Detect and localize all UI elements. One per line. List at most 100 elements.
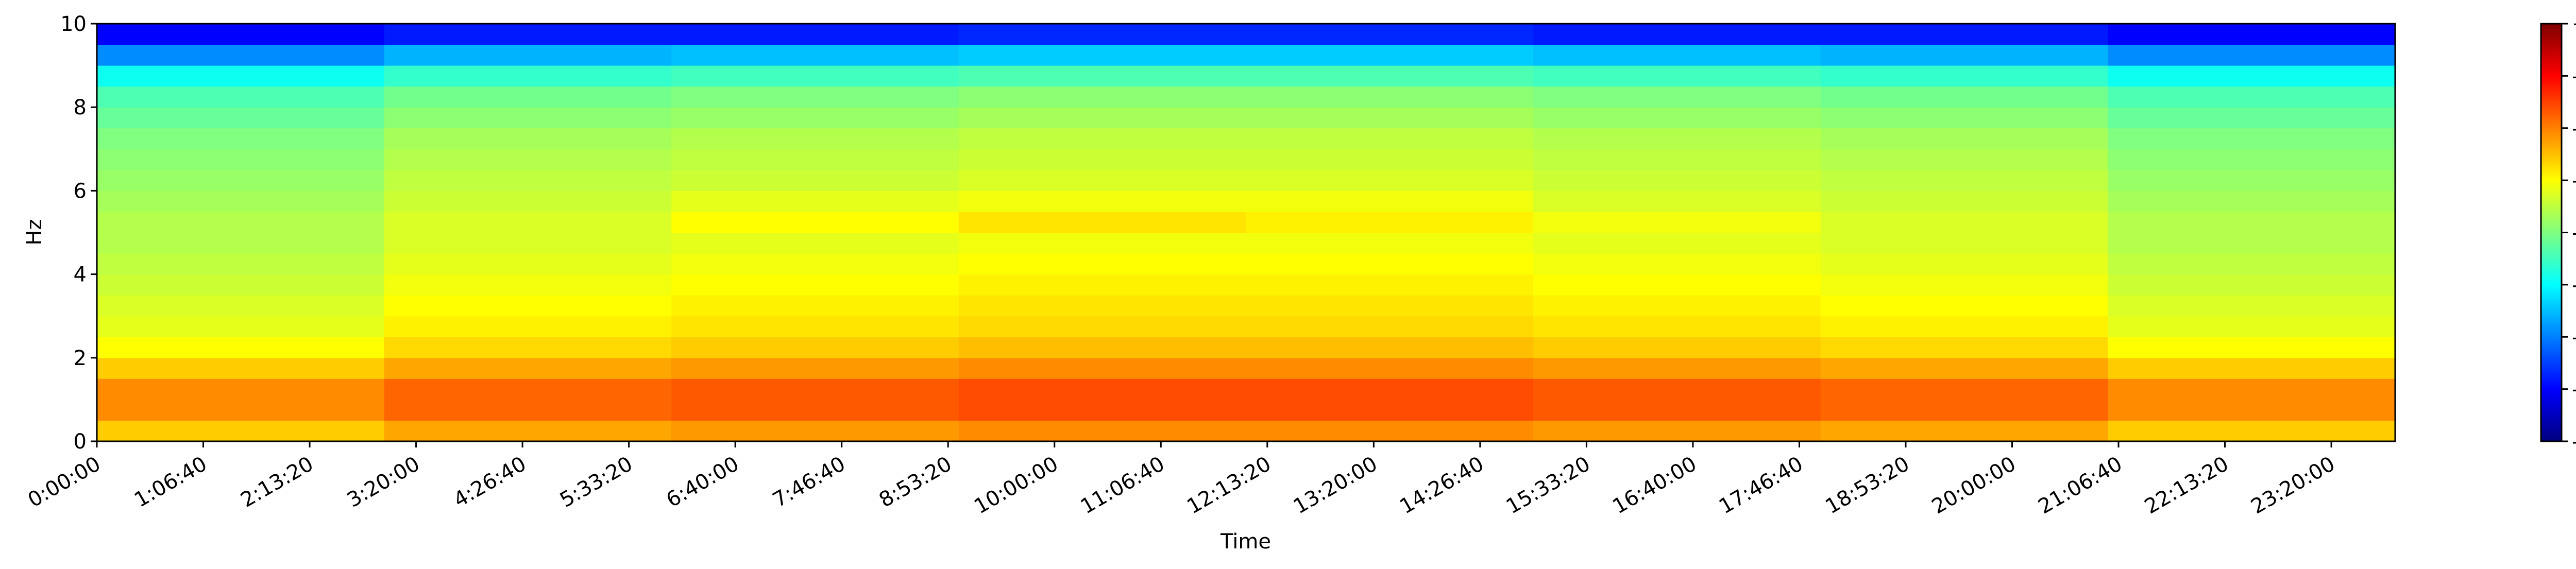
heatmap-cell: [384, 253, 672, 275]
heatmap-cell: [1820, 211, 2108, 233]
heatmap-cell: [97, 169, 385, 191]
heatmap-cell: [384, 232, 672, 254]
heatmap-cell: [1246, 232, 1534, 254]
heatmap-cell: [2108, 169, 2396, 191]
heatmap-cell: [1246, 357, 1534, 379]
x-tick-label: 5:33:20: [556, 452, 637, 512]
heatmap-cell: [671, 169, 959, 191]
heatmap-cell: [671, 86, 959, 108]
heatmap-cell: [1820, 274, 2108, 296]
heatmap-cell: [2108, 295, 2396, 317]
heatmap-cell: [958, 295, 1246, 317]
y-tick-label: 6: [74, 179, 87, 203]
x-tick-label: 7:46:40: [769, 452, 850, 512]
heatmap-cell: [384, 44, 672, 66]
heatmap-cell: [958, 399, 1246, 421]
heatmap-cell: [958, 128, 1246, 149]
heatmap-cell: [671, 191, 959, 212]
heatmap-cell: [1820, 128, 2108, 149]
x-tick-label: 12:13:20: [1183, 452, 1275, 519]
y-axis-label: Hz: [23, 219, 46, 245]
heatmap-cell: [1820, 65, 2108, 87]
x-tick-label: 17:46:40: [1715, 452, 1807, 519]
heatmap-cell: [671, 24, 959, 45]
heatmap-cell: [384, 65, 672, 87]
heatmap-cell: [958, 232, 1246, 254]
heatmap-cell: [958, 169, 1246, 191]
x-tick-label: 0:00:00: [24, 452, 105, 512]
heatmap-cell: [1246, 149, 1534, 170]
heatmap-cell: [1533, 378, 1821, 400]
heatmap-cell: [384, 211, 672, 233]
heatmap-cell: [671, 232, 959, 254]
heatmap-cell: [1246, 128, 1534, 149]
colorbar-tick-label: -10 dB: [2572, 64, 2576, 88]
heatmap-cell: [1533, 274, 1821, 296]
heatmap-cell: [97, 211, 385, 233]
heatmap: [97, 24, 2396, 442]
heatmap-cell: [2108, 399, 2396, 421]
heatmap-cell: [671, 107, 959, 129]
heatmap-cell: [1533, 295, 1821, 317]
heatmap-cell: [1533, 24, 1821, 45]
heatmap-cell: [2108, 337, 2396, 358]
heatmap-cell: [1820, 316, 2108, 337]
heatmap-cell: [671, 65, 959, 87]
heatmap-cell: [671, 357, 959, 379]
heatmap-cell: [1246, 169, 1534, 191]
heatmap-cell: [1246, 337, 1534, 358]
heatmap-cell: [1533, 44, 1821, 66]
heatmap-cell: [1820, 169, 2108, 191]
heatmap-cell: [1820, 378, 2108, 400]
heatmap-cell: [1820, 24, 2108, 45]
y-tick-label: 4: [74, 263, 87, 287]
colorbar: [2540, 23, 2563, 442]
heatmap-cell: [1820, 337, 2108, 358]
heatmap-cell: [384, 316, 672, 337]
heatmap-cell: [2108, 253, 2396, 275]
heatmap-cell: [1820, 420, 2108, 442]
x-tick-label: 16:40:00: [1608, 452, 1701, 519]
heatmap-cell: [384, 169, 672, 191]
heatmap-cell: [97, 191, 385, 212]
heatmap-cell: [958, 44, 1246, 66]
heatmap-cell: [671, 337, 959, 358]
heatmap-cell: [2108, 44, 2396, 66]
x-tick-label: 23:20:00: [2247, 452, 2339, 519]
heatmap-cell: [2108, 191, 2396, 212]
heatmap-cell: [1533, 357, 1821, 379]
heatmap-cell: [1246, 253, 1534, 275]
heatmap-cell: [1820, 399, 2108, 421]
heatmap-cell: [384, 107, 672, 129]
x-tick-label: 3:20:00: [343, 452, 424, 512]
heatmap-cell: [958, 191, 1246, 212]
heatmap-cell: [2108, 232, 2396, 254]
heatmap-cell: [958, 420, 1246, 442]
heatmap-cell: [671, 44, 959, 66]
heatmap-cell: [1246, 211, 1534, 233]
heatmap-cell: [1533, 211, 1821, 233]
x-tick-label: 21:06:40: [2034, 452, 2126, 519]
x-tick-label: 22:13:20: [2141, 452, 2233, 519]
x-tick-label: 15:33:20: [1502, 452, 1595, 519]
heatmap-cell: [384, 295, 672, 317]
heatmap-cell: [2108, 65, 2396, 87]
x-axis-label: Time: [1220, 530, 1271, 554]
heatmap-cell: [671, 295, 959, 317]
heatmap-cell: [958, 211, 1246, 233]
heatmap-cell: [384, 191, 672, 212]
heatmap-cell: [671, 378, 959, 400]
colorbar-tick-label: -40 dB: [2572, 221, 2576, 245]
x-tick-label: 1:06:40: [130, 452, 211, 512]
heatmap-cell: [1533, 169, 1821, 191]
heatmap-cell: [958, 65, 1246, 87]
heatmap-cell: [384, 420, 672, 442]
heatmap-cell: [1533, 191, 1821, 212]
y-tick-label: 2: [74, 347, 87, 370]
heatmap-cell: [384, 149, 672, 170]
x-tick-label: 8:53:20: [875, 452, 956, 512]
heatmap-cell: [97, 378, 385, 400]
heatmap-cell: [2108, 149, 2396, 170]
heatmap-cell: [671, 211, 959, 233]
